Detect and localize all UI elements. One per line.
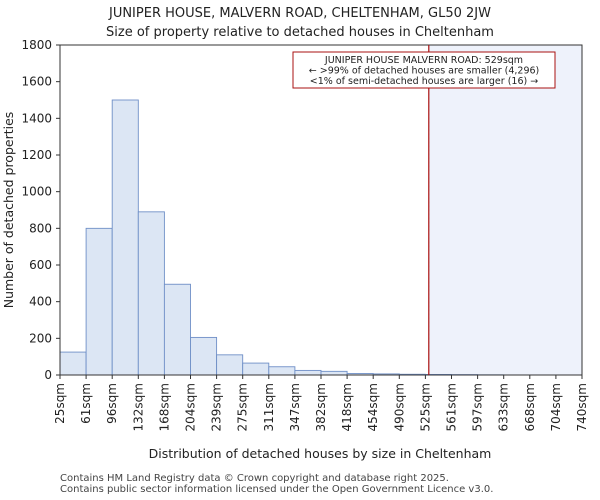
y-tick-label-1000: 1000 [21, 185, 52, 199]
bar-204sqm [190, 336, 218, 376]
y-tick-label-400: 400 [29, 295, 52, 309]
x-tick-label-239sqm: 239sqm [210, 383, 224, 431]
x-tick-label-597sqm: 597sqm [471, 383, 485, 431]
bar-311sqm [268, 366, 296, 376]
x-tick-label-132sqm: 132sqm [131, 383, 145, 431]
bar-275sqm [242, 362, 270, 376]
y-tick-label-200: 200 [29, 331, 52, 345]
footer-line-2: Contains public sector information licen… [60, 484, 494, 495]
x-tick-label-311sqm: 311sqm [262, 383, 276, 431]
x-tick-label-490sqm: 490sqm [392, 383, 406, 431]
x-tick-label-347sqm: 347sqm [288, 383, 302, 431]
x-tick-label-525sqm: 525sqm [418, 383, 432, 431]
x-tick-label-96sqm: 96sqm [105, 383, 119, 424]
x-tick-label-61sqm: 61sqm [79, 383, 93, 424]
x-tick-label-275sqm: 275sqm [236, 383, 250, 431]
bar-61sqm [85, 227, 113, 376]
annotation-box [292, 51, 556, 89]
plot-area: 0 200 400 600 800 1000 1200 1400 1600 1800 25sqm 61… [21, 38, 589, 431]
x-tick-label-740sqm: 740sqm [575, 383, 589, 431]
x-tick-label-25sqm: 25sqm [53, 383, 67, 424]
highlight-region [428, 44, 583, 376]
bar-347sqm [294, 369, 322, 376]
x-tick-label-633sqm: 633sqm [497, 383, 511, 431]
bar-239sqm [216, 354, 244, 376]
annotation-line-3: <1% of semi-detached houses are larger (… [310, 76, 538, 87]
x-tick-label-204sqm: 204sqm [184, 383, 198, 431]
y-tick-label-600: 600 [29, 258, 52, 272]
footer-line-1: Contains HM Land Registry data © Crown c… [60, 473, 449, 484]
y-axis-label: Number of detached properties [1, 112, 16, 309]
x-tick-label-454sqm: 454sqm [366, 383, 380, 431]
x-tick-label-382sqm: 382sqm [314, 383, 328, 431]
y-tick-label-1800: 1800 [21, 38, 52, 52]
x-tick-label-168sqm: 168sqm [157, 383, 171, 431]
y-tick-label-1400: 1400 [21, 111, 52, 125]
bar-168sqm [163, 283, 191, 376]
x-tick-label-704sqm: 704sqm [549, 383, 563, 431]
y-tick-label-1600: 1600 [21, 75, 52, 89]
y-tick-label-1200: 1200 [21, 148, 52, 162]
y-tick-label-800: 800 [29, 221, 52, 235]
bar-132sqm [137, 211, 165, 376]
x-axis-label: Distribution of detached houses by size … [149, 446, 492, 461]
annotation-line-1: JUNIPER HOUSE MALVERN ROAD: 529sqm [324, 55, 523, 66]
bar-25sqm [59, 351, 87, 376]
bar-96sqm [111, 99, 139, 376]
x-tick-label-668sqm: 668sqm [523, 383, 537, 431]
x-tick-label-418sqm: 418sqm [340, 383, 354, 431]
chart-subtitle: Size of property relative to detached ho… [106, 25, 494, 40]
x-tick-label-561sqm: 561sqm [445, 383, 459, 431]
bar-382sqm [320, 370, 348, 376]
annotation-line-2: ← >99% of detached houses are smaller (4… [309, 66, 540, 77]
chart-title: JUNIPER HOUSE, MALVERN ROAD, CHELTENHAM,… [108, 6, 491, 21]
y-tick-label-0: 0 [44, 368, 52, 382]
